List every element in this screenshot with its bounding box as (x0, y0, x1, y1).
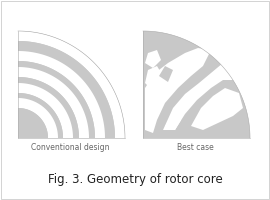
Polygon shape (18, 67, 89, 138)
Polygon shape (18, 77, 79, 138)
Text: Fig. 3. Geometry of rotor core: Fig. 3. Geometry of rotor core (48, 173, 222, 186)
Polygon shape (145, 66, 163, 88)
Polygon shape (18, 41, 115, 138)
Polygon shape (18, 83, 73, 138)
Polygon shape (159, 66, 173, 82)
Polygon shape (18, 51, 105, 138)
Polygon shape (163, 63, 238, 130)
Text: Conventional design: Conventional design (31, 143, 109, 152)
Polygon shape (18, 108, 48, 138)
Polygon shape (18, 31, 125, 138)
Polygon shape (191, 88, 243, 130)
Polygon shape (18, 93, 63, 138)
Polygon shape (18, 31, 125, 138)
Polygon shape (145, 48, 211, 133)
Polygon shape (18, 98, 58, 138)
Polygon shape (145, 50, 161, 68)
Polygon shape (18, 61, 95, 138)
Text: Best case: Best case (177, 143, 213, 152)
Polygon shape (143, 31, 250, 138)
Polygon shape (165, 116, 181, 130)
